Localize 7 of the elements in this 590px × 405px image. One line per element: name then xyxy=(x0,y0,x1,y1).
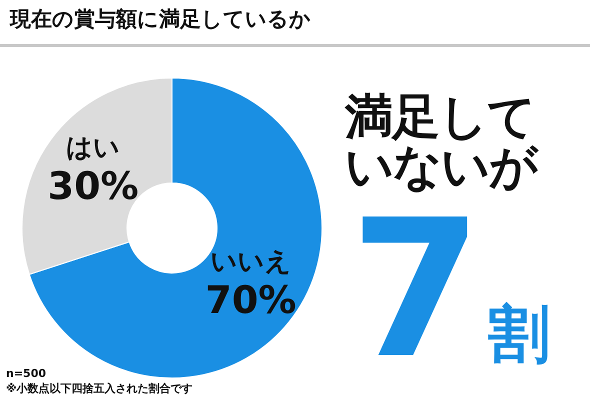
slice-label: いいえ xyxy=(209,247,292,278)
data-label: 30% xyxy=(46,164,140,208)
slice-label: はい xyxy=(65,132,122,163)
text: ※小数点以下四捨五入された割合です xyxy=(6,382,193,395)
text: n=500 xyxy=(6,367,46,380)
chart-title: 現在の賞与額に満足しているか xyxy=(10,7,311,31)
data-label: 70% xyxy=(204,278,298,322)
